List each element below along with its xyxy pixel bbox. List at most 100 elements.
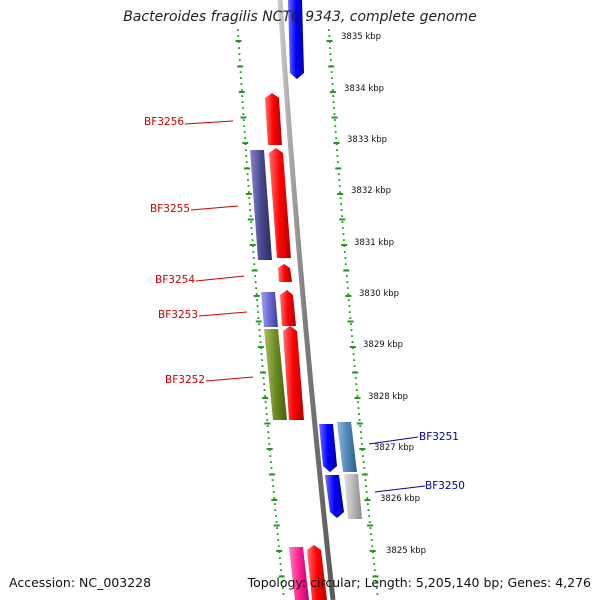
ruler-dot <box>247 179 249 181</box>
ruler-dot <box>334 125 337 127</box>
gene-block-purple[interactable] <box>250 150 272 260</box>
gene-label-bf3256[interactable]: BF3256 <box>144 116 184 128</box>
gene-block-steel[interactable] <box>337 422 357 472</box>
ruler-dot <box>340 209 343 211</box>
ruler-dot <box>237 35 240 37</box>
ruler-dot <box>369 527 372 529</box>
genome-backbone <box>277 0 336 600</box>
gene-block-violet[interactable] <box>261 292 278 327</box>
ruler-dot <box>330 71 333 73</box>
gene-arrow-bf3253[interactable] <box>280 290 296 326</box>
accession-text: Accession: NC_003228 <box>9 575 152 590</box>
gene-block-olive[interactable] <box>264 329 287 420</box>
gene-arrow-bf3254[interactable] <box>278 264 292 282</box>
ruler-dot <box>358 419 361 421</box>
ruler-dot <box>243 131 246 133</box>
gene-arrow-bf3255[interactable] <box>269 148 291 258</box>
gene-label-bf3254[interactable]: BF3254 <box>155 274 195 286</box>
gene-label-bf3250[interactable]: BF3250 <box>425 480 465 492</box>
ruler-dot <box>264 395 266 397</box>
leader-line-bf3250 <box>374 485 426 493</box>
gene-arrow-bf3251[interactable] <box>319 424 337 472</box>
map-title: Bacteroides fragilis NCTC 9343, complete… <box>123 9 477 25</box>
ruler-dot <box>340 203 342 205</box>
gene-label-bf3252[interactable]: BF3252 <box>165 374 205 386</box>
ruler-dot <box>372 557 375 559</box>
ruler-dots <box>237 29 379 595</box>
leader-line-bf3253 <box>198 311 248 317</box>
ruler-dot <box>245 155 248 157</box>
ruler-dot <box>353 359 355 361</box>
ruler-dot <box>254 281 257 283</box>
gene-label-bf3251[interactable]: BF3251 <box>419 431 459 443</box>
scale-label: 3830 kbp <box>359 289 399 299</box>
ruler-dot <box>370 539 373 541</box>
ruler-dot <box>240 77 242 79</box>
ruler-dot <box>347 299 350 301</box>
ruler-dot <box>282 593 285 595</box>
ruler-dot <box>371 545 374 547</box>
scale-label: 3833 kbp <box>347 135 387 145</box>
ruler-dot <box>247 185 250 187</box>
ruler-dot <box>332 101 335 103</box>
ruler-dot <box>376 593 379 595</box>
gene-label-bf3255[interactable]: BF3255 <box>150 203 190 215</box>
ruler-dot <box>239 71 242 73</box>
ruler-dot <box>335 137 338 139</box>
ruler-dot <box>242 119 245 121</box>
ruler-dot <box>339 197 342 199</box>
gene-arrow-bf3252[interactable] <box>283 326 304 420</box>
ruler-dot <box>251 245 254 247</box>
ruler-dot <box>346 281 349 283</box>
gene-label-bf3253[interactable]: BF3253 <box>158 309 198 321</box>
ruler-dot <box>357 407 360 409</box>
gene-arrow-bf3256[interactable] <box>265 93 282 145</box>
ruler-dot <box>344 263 347 265</box>
ruler-dot <box>268 443 271 445</box>
ruler-dot <box>244 149 247 151</box>
ruler-dot <box>339 191 342 193</box>
ruler-dot <box>363 467 366 469</box>
ruler-ticks <box>235 40 379 578</box>
ruler-dot <box>351 341 354 343</box>
scale-label: 3832 kbp <box>351 186 391 196</box>
ruler-dot <box>259 341 262 343</box>
ruler-dot <box>245 161 248 163</box>
ruler-dot <box>238 53 241 55</box>
ruler-dot <box>261 365 264 367</box>
ruler-dot <box>338 185 341 187</box>
ruler-dot <box>329 53 332 55</box>
gene-block-gray[interactable] <box>344 474 362 519</box>
ruler-dot <box>365 491 368 493</box>
ruler-dot <box>334 131 337 133</box>
ruler-dot <box>358 413 360 415</box>
ruler-dot <box>373 569 376 571</box>
ruler-dot <box>260 353 263 355</box>
gene-arrow-top-blue[interactable] <box>288 0 304 79</box>
ruler-dot <box>341 221 344 223</box>
ruler-dot <box>248 203 251 205</box>
ruler-dot <box>265 413 268 415</box>
ruler-dot <box>255 287 258 289</box>
ruler-dot <box>343 245 346 247</box>
ruler-dot <box>253 263 256 265</box>
ruler-dot <box>282 587 284 589</box>
ruler-dot <box>364 479 367 481</box>
gene-block-pink[interactable] <box>289 547 309 600</box>
ruler-dot <box>238 47 240 49</box>
leader-line-bf3254 <box>195 275 245 282</box>
gene-arrow-bf3250[interactable] <box>325 475 344 518</box>
ruler-dot <box>256 299 258 301</box>
ruler-dot <box>257 311 259 313</box>
ruler-dot <box>331 83 334 85</box>
ruler-dot <box>333 113 336 115</box>
ruler-dot <box>370 533 372 535</box>
gene-arrow-bottom-red[interactable] <box>307 545 327 600</box>
ruler-dot <box>331 77 333 79</box>
ruler-dot <box>347 293 350 295</box>
ruler-dot <box>259 335 261 337</box>
ruler-dot <box>277 539 280 541</box>
ruler-dot <box>281 581 284 583</box>
ruler-dot <box>240 83 243 85</box>
